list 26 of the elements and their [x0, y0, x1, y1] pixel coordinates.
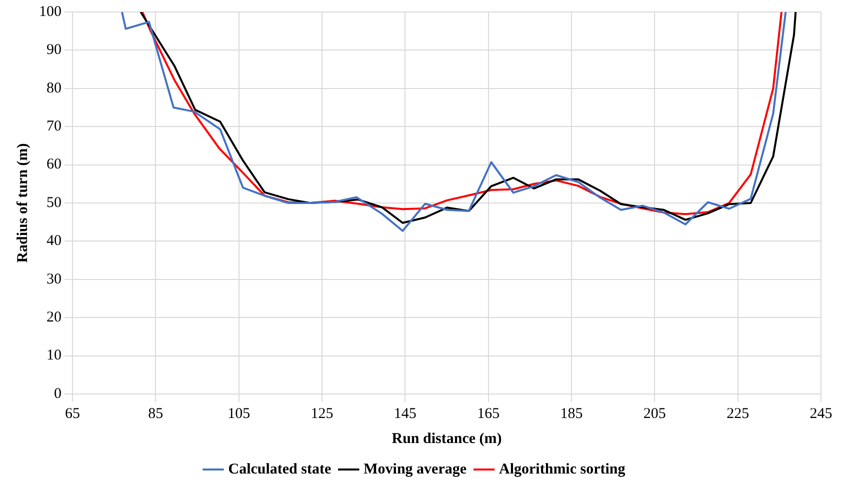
- legend-label: Algorithmic sorting: [499, 461, 626, 478]
- y-tick-label: 50: [46, 194, 62, 211]
- x-tick-label: 85: [148, 406, 164, 422]
- x-tick-label: 165: [477, 406, 500, 422]
- x-tick-label: 105: [228, 406, 250, 422]
- y-tick-label: 100: [39, 4, 62, 20]
- legend-label: Moving average: [364, 461, 467, 478]
- y-tick-label: 70: [46, 118, 62, 135]
- x-tick-label: 65: [65, 406, 80, 422]
- y-axis-title: Radius of turn (m): [14, 143, 31, 263]
- x-axis-title: Run distance (m): [392, 430, 502, 447]
- y-tick-label: 40: [46, 233, 62, 250]
- y-tick-label: 80: [46, 80, 62, 96]
- y-tick-label: 20: [46, 310, 62, 326]
- y-tick-label: 10: [46, 348, 62, 364]
- x-tick-label: 245: [810, 406, 832, 422]
- y-tick-label: 30: [46, 271, 62, 288]
- x-tick-label: 225: [726, 406, 750, 422]
- y-tick-label: 60: [46, 156, 62, 173]
- x-tick-label: 205: [643, 406, 666, 422]
- legend-label: Calculated state: [228, 461, 332, 478]
- y-tick-label: 0: [54, 386, 62, 402]
- y-tick-label: 90: [46, 42, 62, 58]
- x-tick-label: 185: [560, 406, 583, 422]
- x-tick-label: 125: [310, 406, 334, 422]
- x-tick-label: 145: [394, 406, 416, 422]
